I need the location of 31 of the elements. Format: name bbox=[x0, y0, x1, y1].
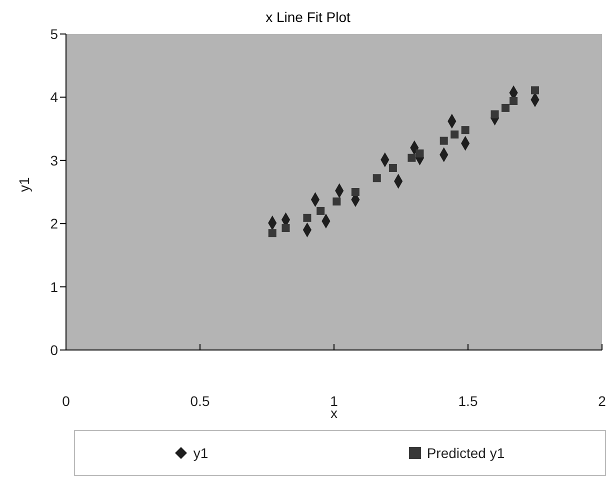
point bbox=[490, 110, 499, 118]
point bbox=[316, 206, 325, 215]
y-tick-label: 2 bbox=[50, 216, 58, 232]
x-tick-label: 2 bbox=[598, 392, 606, 409]
point bbox=[388, 164, 397, 172]
point bbox=[303, 214, 312, 222]
point bbox=[450, 130, 459, 138]
point bbox=[332, 197, 341, 206]
point bbox=[268, 229, 276, 238]
y-tick-label: 4 bbox=[50, 89, 58, 106]
legend-label: y1 bbox=[193, 445, 208, 461]
point bbox=[502, 104, 510, 112]
chart-title: x Line Fit Plot bbox=[264, 8, 352, 26]
x-tick-label: 0.5 bbox=[190, 392, 210, 409]
point bbox=[372, 174, 381, 182]
legend-label: Predicted y1 bbox=[426, 445, 505, 461]
x-tick-label: 0 bbox=[62, 392, 70, 409]
point bbox=[510, 96, 518, 105]
x-tick-label: 1.5 bbox=[458, 392, 478, 409]
point bbox=[531, 86, 539, 94]
point bbox=[351, 188, 360, 196]
point bbox=[408, 154, 416, 162]
point bbox=[440, 136, 448, 145]
y-tick-label: 3 bbox=[50, 152, 58, 168]
point bbox=[416, 149, 424, 158]
y-tick-label: 5 bbox=[50, 26, 58, 42]
y-axis-title: y1 bbox=[16, 177, 32, 192]
point bbox=[461, 126, 470, 134]
y-tick-label: 1 bbox=[50, 278, 58, 295]
point bbox=[282, 224, 290, 232]
y-tick-label: 0 bbox=[50, 342, 58, 358]
